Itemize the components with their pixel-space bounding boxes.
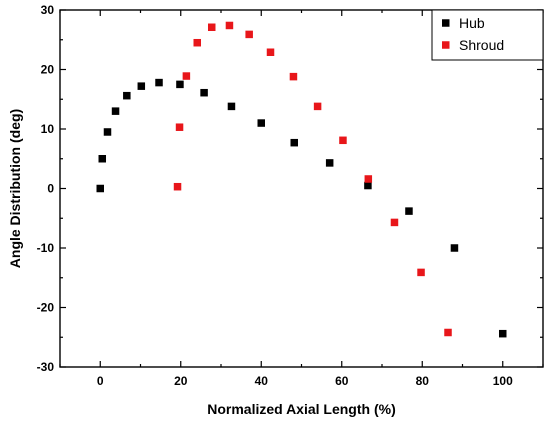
data-point-shroud (207, 23, 216, 32)
data-point-shroud (417, 268, 425, 277)
data-point-shroud (245, 30, 253, 39)
data-point-hub (227, 102, 236, 111)
data-point-hub (450, 244, 459, 252)
y-tick-label: 0 (47, 182, 54, 196)
data-point-shroud (364, 175, 373, 183)
data-point-hub (499, 329, 507, 338)
data-point-hub (123, 91, 131, 100)
data-point-hub (257, 119, 265, 127)
x-tick-label: 0 (97, 374, 104, 388)
legend: Hub Shroud (431, 9, 544, 61)
x-axis-title: Normalized Axial Length (%) (207, 401, 396, 417)
y-tick-label: 10 (41, 122, 55, 136)
y-tick-label: 30 (41, 3, 55, 17)
plot-frame (59, 9, 544, 368)
y-tick-label: 20 (41, 63, 55, 77)
data-point-shroud (266, 48, 275, 56)
data-point-shroud (313, 102, 322, 111)
axes: 0 20 40 60 80 100 -30 -20 -10 0 10 20 30 Normalized A… (7, 3, 544, 417)
data-point-shroud (175, 123, 184, 131)
legend-box (431, 9, 544, 61)
data-point-shroud (339, 136, 347, 145)
y-tick-label: -20 (37, 301, 55, 315)
data-point-shroud (182, 72, 191, 80)
x-tick-label: 80 (416, 374, 430, 388)
data-points (96, 21, 507, 338)
x-tick-label: 60 (335, 374, 349, 388)
data-point-shroud (444, 328, 452, 337)
y-tick-label: -30 (37, 360, 55, 374)
series-shroud (173, 21, 452, 337)
data-point-hub (200, 88, 208, 97)
data-point-hub (325, 159, 334, 167)
data-point-hub (176, 80, 184, 89)
series-hub (96, 78, 507, 338)
data-point-shroud (173, 182, 182, 191)
data-point-hub (111, 107, 120, 115)
data-point-hub (96, 184, 104, 193)
data-point-shroud (390, 218, 399, 227)
data-point-hub (137, 82, 146, 90)
data-point-shroud (289, 72, 298, 81)
y-axis-title: Angle Distribution (deg) (7, 109, 23, 268)
data-point-hub (405, 207, 413, 215)
x-tick-label: 100 (493, 374, 513, 388)
x-tick-label: 20 (174, 374, 188, 388)
data-point-hub (98, 155, 107, 163)
legend-label: Hub (459, 15, 485, 31)
data-point-hub (290, 138, 299, 147)
data-point-hub (155, 78, 163, 87)
x-tick-label: 40 (255, 374, 269, 388)
data-point-hub (364, 181, 372, 190)
legend-label: Shroud (459, 37, 504, 53)
legend-marker (442, 19, 450, 27)
data-point-shroud (193, 38, 202, 47)
y-tick-label: -10 (37, 241, 55, 255)
data-point-hub (103, 128, 112, 136)
data-point-shroud (225, 21, 234, 30)
legend-marker (442, 41, 450, 49)
